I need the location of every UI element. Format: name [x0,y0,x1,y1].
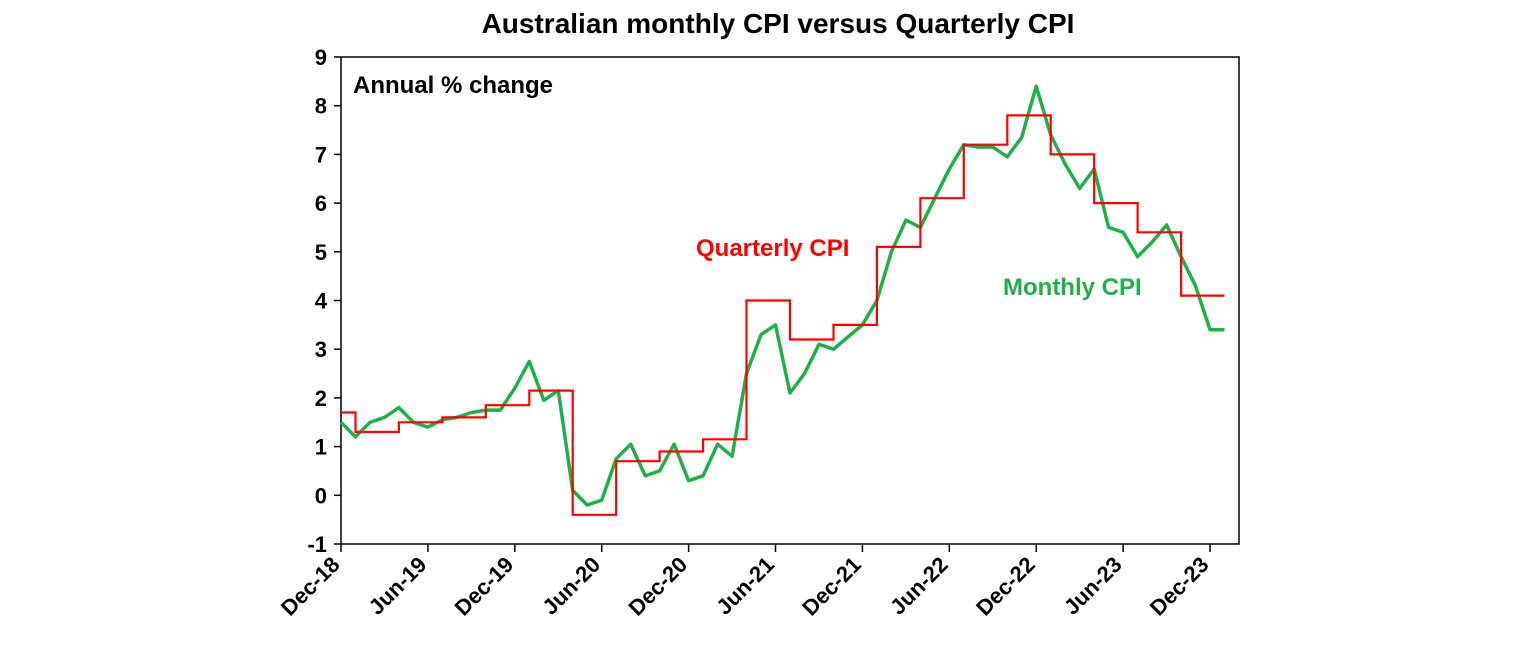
annotations: Quarterly CPI Monthly CPI [696,235,1142,301]
y-tick-label: 0 [315,483,327,508]
series-layer [339,84,1225,516]
series-label: Monthly CPI [1003,274,1142,301]
y-tick-label: 8 [315,94,327,119]
series-line-monthly-cpi [339,84,1225,507]
y-tick-label: 3 [315,337,327,362]
y-tick-label: 4 [315,289,328,314]
y-tick-label: 1 [315,435,327,460]
y-tick-label: 6 [315,191,327,216]
y-tick-label: 9 [315,45,327,70]
series-line-quarterly-cpi [341,114,1225,516]
y-tick-label: 7 [315,142,327,167]
chart-title: Australian monthly CPI versus Quarterly … [482,8,1075,39]
y-tick-label: 2 [315,386,327,411]
y-axis-label: Annual % change [353,72,553,99]
y-tick-label: -1 [307,532,327,557]
y-tick-label: 5 [315,240,327,265]
series-label: Quarterly CPI [696,235,849,262]
y-axis: -1 0 1 2 3 4 5 6 7 8 9 [307,45,341,557]
